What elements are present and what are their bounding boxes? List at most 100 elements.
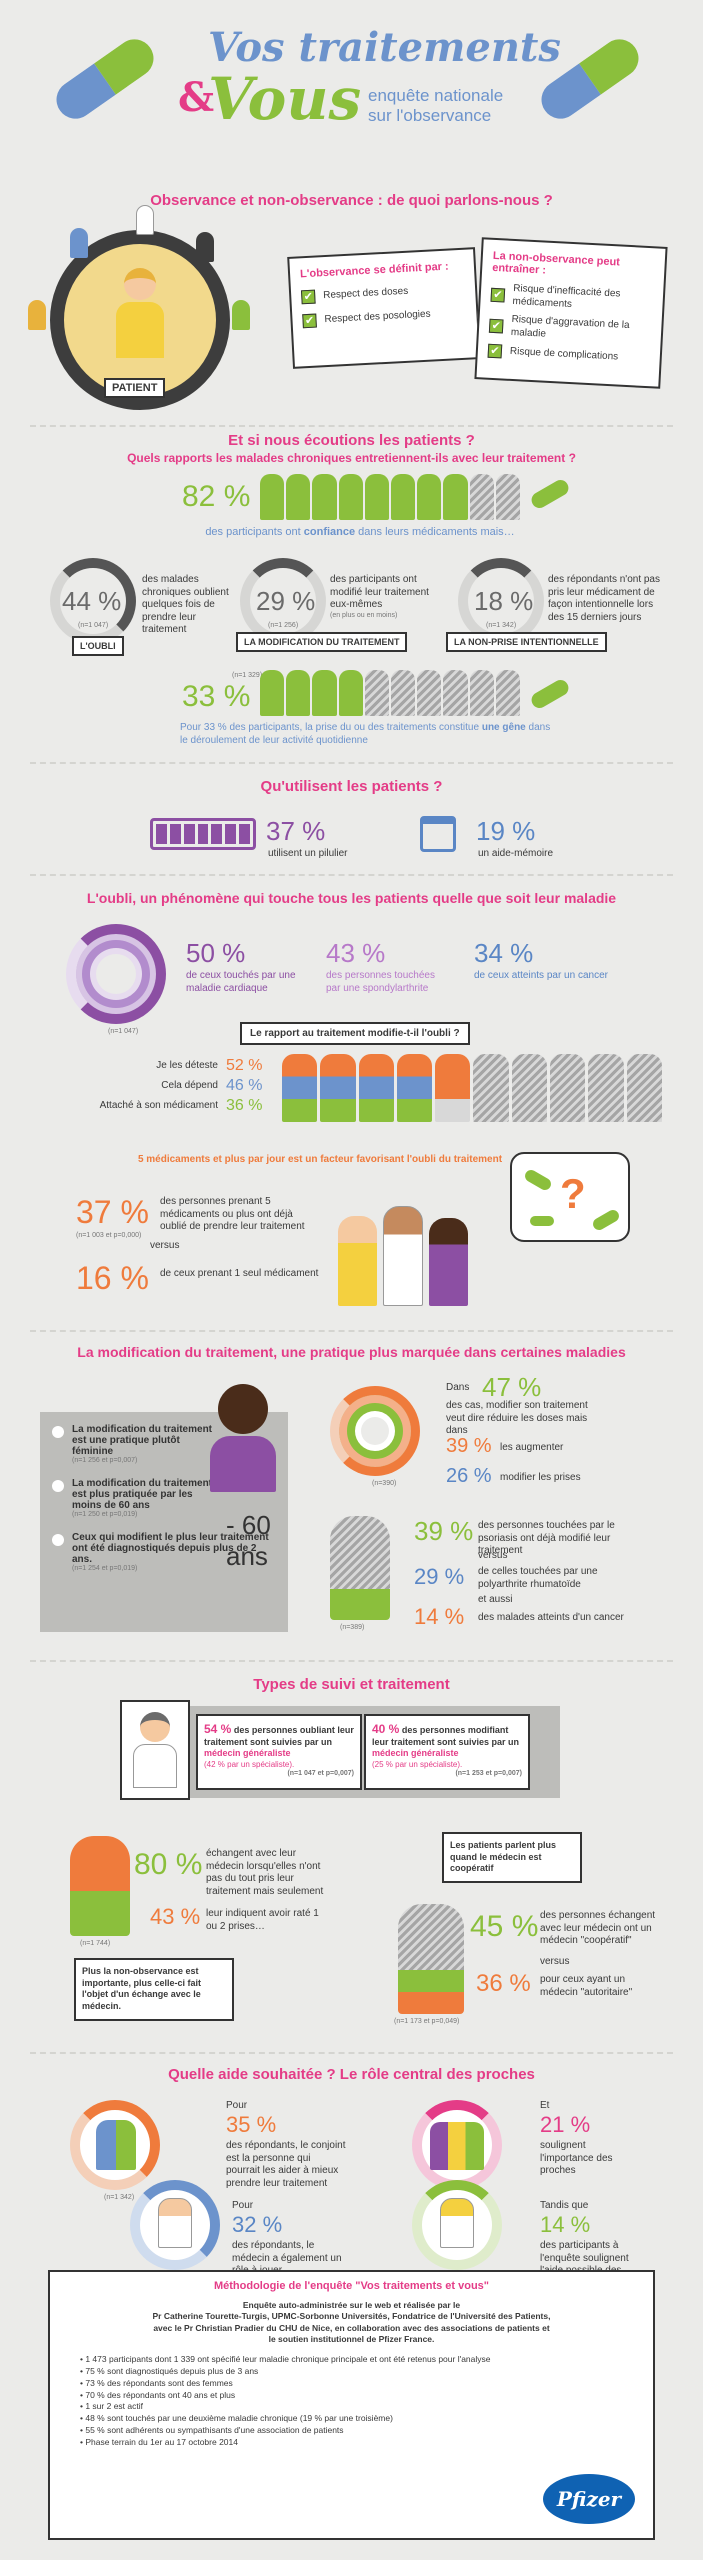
nonobs-item: ✔ Risque de complications — [487, 343, 651, 366]
pharmacist-icon — [232, 300, 250, 330]
rapport-row: Cela dépend 46 % — [161, 1077, 263, 1094]
rhuma-pct: 29 % — [414, 1564, 465, 1589]
methodology-list: • 1 473 participants dont 1 339 ont spéc… — [80, 2354, 653, 2449]
rapport-rows: Je les déteste 52 % Cela dépend 46 % Attac… — [60, 1056, 280, 1116]
nurse-icon — [196, 232, 214, 262]
s7-title: Quelle aide souhaitée ? Le rôle central … — [168, 2066, 535, 2083]
confiance-people — [260, 474, 521, 520]
one-pct: 16 % — [76, 1260, 149, 1296]
methodology-item: • 70 % des répondants ont 40 ans et plus — [80, 2389, 236, 2400]
rapport-row: Attaché à son médicament 36 % — [99, 1097, 263, 1114]
one-text: de ceux prenant 1 seul médicament — [160, 1268, 319, 1279]
gene-text: Pour 33 % des participants, la prise du … — [180, 722, 551, 746]
title-line2: Vous — [208, 65, 362, 133]
methodology-item: • 1 sur 2 est actif — [80, 2401, 143, 2412]
gene-n: (n=1 329) — [232, 672, 263, 679]
obs-item: ✔ Respect des posologies — [302, 306, 467, 329]
nonobs-item: ✔ Risque d'aggravation de la maladie — [488, 313, 652, 346]
rhuma-text: de celles touchées par une polyarthrite … — [478, 1566, 598, 1590]
oubli-rings-chart — [66, 924, 166, 1024]
patient-figure-icon — [116, 268, 164, 358]
check-icon: ✔ — [490, 287, 506, 303]
spondy-text: des personnes touchées par une spondylar… — [326, 970, 435, 994]
s6-right-card: 40 % des personnes modifiant leur traite… — [364, 1714, 530, 1790]
cardiaque-pct: 50 % — [186, 938, 246, 968]
modif-label: LA MODIFICATION DU TRAITEMENT — [236, 632, 408, 652]
striped-person2-n: (n=1 173 et p=0,049) — [394, 2018, 460, 2025]
rapport-people — [282, 1052, 662, 1122]
bullet-icon — [52, 1426, 64, 1438]
s1-title: Observance et non-observance : de quoi p… — [150, 192, 553, 209]
methodology-item: • 1 473 participants dont 1 339 ont spéc… — [80, 2353, 491, 2364]
rate-text: leur indiquent avoir raté 1 ou 2 prises… — [206, 1908, 319, 1932]
auto-text: pour ceux ayant un médecin "autoritaire" — [540, 1974, 633, 1998]
conjoint-pct: 35 % — [226, 2112, 277, 2137]
methodology-item: • 48 % sont touchés par une deuxième mal… — [80, 2413, 393, 2424]
woman-icon — [210, 1384, 276, 1494]
methodology-item: • 55 % sont adhérents ou sympathisants d… — [80, 2425, 344, 2436]
conjoint-n: (n=1 342) — [104, 2194, 135, 2201]
prises-text: modifier les prises — [500, 1472, 581, 1483]
echange-text: échangent avec leur médecin lorsqu'elles… — [206, 1848, 324, 1897]
calendar-icon — [420, 816, 456, 852]
doctor-small-icon — [158, 2198, 192, 2248]
reduire-pct: 47 % — [482, 1372, 542, 1402]
confiance-pill-icon — [528, 477, 572, 511]
conjoint-text: des répondants, le conjoint est la perso… — [226, 2140, 346, 2189]
nonprise-text: des répondants n'ont pas pris leur médic… — [548, 574, 660, 623]
modif-pct: 29 % — [256, 586, 316, 616]
five-pct: 37 % — [76, 1194, 149, 1230]
oubli-label: L'OUBLI — [72, 636, 124, 656]
bullet-icon — [52, 1480, 64, 1492]
doctor-icon — [120, 1700, 190, 1800]
rings-n: (n=1 047) — [108, 1028, 139, 1035]
methodology-box: Méthodologie de l'enquête "Vos traitemen… — [48, 2270, 655, 2540]
reduire-text: des cas, modifier son traitement veut di… — [446, 1400, 588, 1436]
oubli-text: des malades chroniques oublient quelques… — [142, 574, 229, 635]
subtitle-line1: enquête nationale — [368, 86, 504, 105]
header: Vos traitements & Vous enquête nationale… — [0, 0, 703, 170]
conjoint-lead: Pour — [226, 2100, 248, 2111]
pilulier-pct: 37 % — [266, 816, 326, 846]
striped-person-icon — [398, 1904, 464, 2014]
cancer-pct: 34 % — [474, 938, 534, 968]
modif-n: (n=1 256) — [268, 622, 299, 629]
separator — [30, 762, 673, 764]
couple-icon — [96, 2120, 136, 2170]
check-icon: ✔ — [487, 343, 503, 359]
pills-thought-bubble: ? — [510, 1152, 630, 1242]
echange-pct: 80 % — [134, 1848, 203, 1881]
pill-left-icon — [49, 31, 161, 127]
methodology-item: • Phase terrain du 1er au 17 octobre 201… — [80, 2437, 238, 2448]
nonprise-label: LA NON-PRISE INTENTIONNELLE — [446, 632, 607, 652]
caregiver-icon — [70, 228, 88, 258]
s4-title: L'oubli, un phénomène qui touche tous le… — [86, 890, 617, 906]
proches-text: soulignent l'importance des proches — [540, 2140, 613, 2176]
conjoint-ring — [70, 2100, 160, 2190]
non-observance-title: La non-observance peut entraîner : — [491, 249, 621, 277]
s5-cancer-pct: 14 % — [414, 1604, 465, 1629]
s5-bullet: Ceux qui modifient le plus leur traiteme… — [52, 1532, 276, 1572]
memo-text: un aide-mémoire — [478, 848, 554, 859]
auto-pct: 36 % — [476, 1970, 531, 1997]
check-icon: ✔ — [302, 313, 317, 329]
family-icon — [28, 300, 46, 330]
question-mark-icon: ? — [560, 1170, 586, 1217]
s5-bullet: La modification du traitement est une pr… — [52, 1424, 276, 1464]
separator — [30, 1330, 673, 1332]
cancer-text: de ceux atteints par un cancer — [474, 970, 608, 981]
rapport-row: Je les déteste 52 % — [156, 1057, 263, 1074]
psoriasis-pct: 39 % — [414, 1516, 474, 1546]
family-group-icon — [430, 2122, 484, 2170]
separator — [30, 1660, 673, 1662]
modif-text: des participants ont modifié leur traite… — [330, 574, 429, 610]
patient-label: PATIENT — [104, 378, 166, 398]
title-line1: Vos traitements — [208, 24, 561, 71]
orange-person-icon — [70, 1836, 130, 1936]
s6-note-right: Les patients parlent plus quand le médec… — [442, 1832, 582, 1884]
augmenter-text: les augmenter — [500, 1442, 564, 1453]
modif-sub: (en plus ou en moins) — [330, 612, 398, 619]
methodology-intro: Enquête auto-administrée sur le web et r… — [152, 2300, 551, 2345]
title-amp: & — [178, 74, 215, 121]
coop-pct: 45 % — [470, 1910, 539, 1943]
